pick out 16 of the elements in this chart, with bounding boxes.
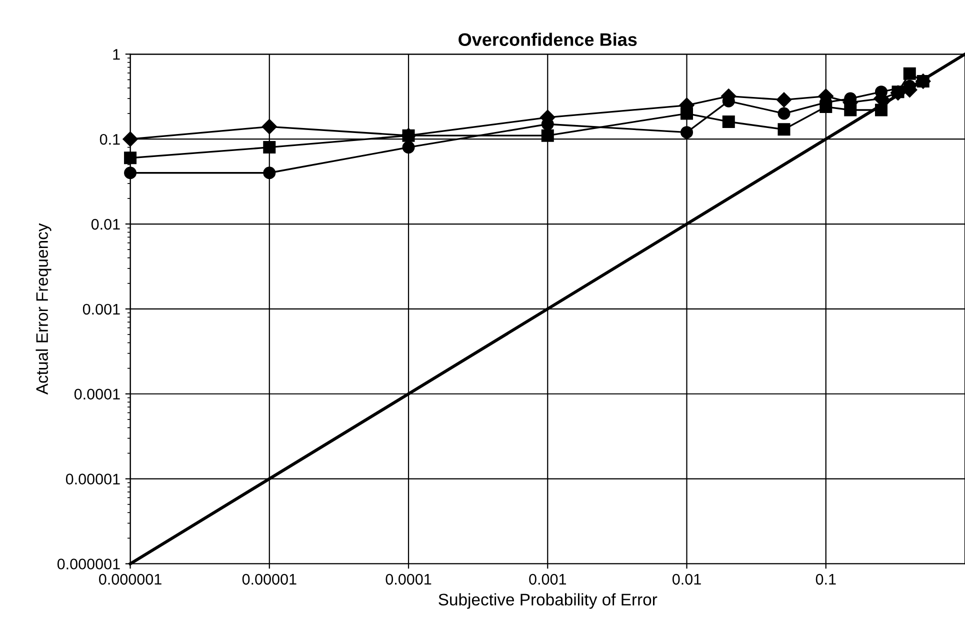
x-tick-label: 0.000001: [99, 574, 162, 585]
x-axis-title: Subjective Probability of Error: [438, 593, 658, 609]
x-tick-label: 0.00001: [242, 574, 296, 585]
y-tick-label: 0.000001: [57, 558, 120, 570]
y-tick-label: 0.01: [91, 218, 120, 230]
x-tick-label: 0.01: [672, 574, 701, 585]
y-tick-label: 0.1: [100, 134, 120, 145]
y-axis-title: Actual Error Frequency: [36, 223, 52, 395]
x-tick-label: 0.0001: [386, 574, 432, 585]
x-tick-label: 0.1: [816, 574, 836, 585]
y-tick-label: 0.001: [82, 304, 120, 315]
y-tick-label: 0.00001: [66, 474, 120, 484]
y-tick-label: 1: [113, 49, 120, 60]
x-tick-label: 0.001: [529, 574, 566, 585]
chart-title: Overconfidence Bias: [458, 32, 637, 46]
y-tick-label: 0.0001: [74, 388, 120, 400]
